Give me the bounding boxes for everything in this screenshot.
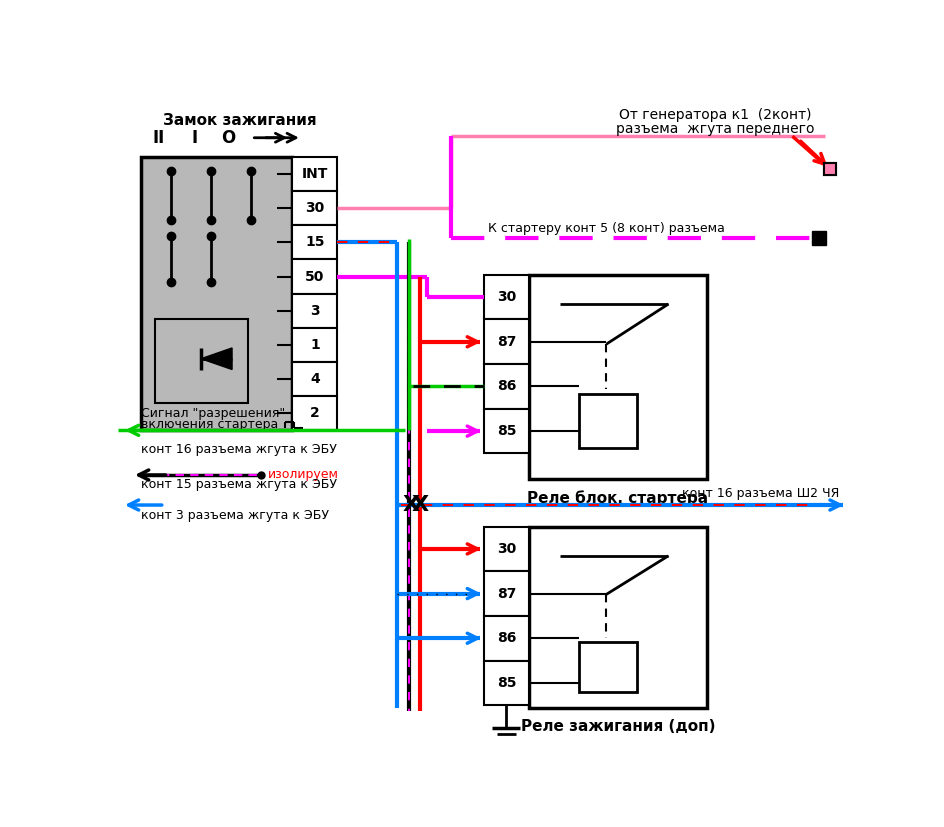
Bar [293,260,337,294]
Bar [142,157,293,430]
Text: 50: 50 [305,270,325,284]
Text: Замок зажигания: Замок зажигания [162,112,316,127]
Text: От генератора к1  (2конт): От генератора к1 (2конт) [618,108,810,122]
Text: I: I [191,129,197,146]
Text: II: II [152,129,164,146]
Text: конт 16 разъема жгута к ЭБУ: конт 16 разъема жгута к ЭБУ [142,443,337,456]
Text: конт 3 разъема жгута к ЭБУ: конт 3 разъема жгута к ЭБУ [142,509,329,522]
Bar [293,327,337,362]
Bar [483,409,529,453]
Text: конт 16 разъема Ш2 ЧЯ: конт 16 разъема Ш2 ЧЯ [681,487,838,500]
Text: 87: 87 [497,335,515,349]
Bar [293,362,337,396]
Text: 30: 30 [497,290,515,304]
Text: включения стартера: включения стартера [142,418,278,431]
Bar [293,157,337,191]
Bar [293,191,337,225]
Text: 85: 85 [497,424,515,438]
Text: 1: 1 [310,338,319,352]
Text: O: O [221,129,235,146]
Bar [483,364,529,409]
Text: 15: 15 [305,236,325,250]
Text: 86: 86 [497,380,515,394]
Text: 30: 30 [497,542,515,556]
Text: Реле блок. стартера: Реле блок. стартера [527,490,708,506]
Bar [293,294,337,327]
Text: 85: 85 [497,676,515,690]
Text: 87: 87 [497,586,515,600]
Text: X: X [402,495,419,515]
Bar [483,616,529,661]
Bar [529,275,706,479]
Bar [483,661,529,705]
Text: Реле зажигания (доп): Реле зажигания (доп) [520,719,715,734]
Bar [483,319,529,364]
Text: Сигнал "разрешения": Сигнал "разрешения" [142,407,285,420]
Text: изолируем: изолируем [267,469,338,481]
Text: разъема  жгута переднего: разъема жгута переднего [615,122,814,136]
Bar [579,642,636,692]
Bar [529,527,706,708]
Text: 86: 86 [497,631,515,645]
Text: 3: 3 [310,304,319,318]
Text: X: X [412,495,429,515]
Text: 4: 4 [310,372,319,386]
Polygon shape [201,348,232,370]
Bar [579,394,636,448]
Text: конт 15 разъема жгута к ЭБУ: конт 15 разъема жгута к ЭБУ [142,478,337,490]
Text: К стартеру конт 5 (8 конт) разъема: К стартеру конт 5 (8 конт) разъема [487,222,724,235]
Bar [483,527,529,571]
Bar [293,225,337,260]
Bar [293,396,337,430]
Bar [483,275,529,319]
Text: 2: 2 [310,406,319,420]
Text: 30: 30 [305,201,324,215]
Text: INT: INT [301,167,328,181]
Bar [483,571,529,616]
Bar [155,318,248,404]
